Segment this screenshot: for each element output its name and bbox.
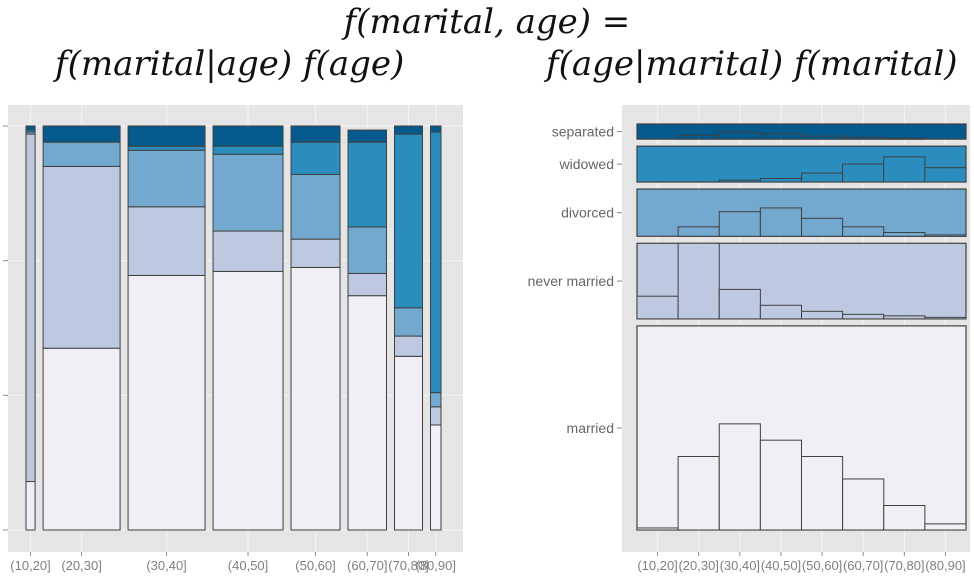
hist-bar-separated-2 [718,131,761,140]
left-x-label: (70,80] [388,558,428,573]
hist-bar-married-4 [801,456,844,531]
mosaic-cell-divorced-5 [347,226,388,274]
hist-bar-married-1 [677,456,720,531]
hist-bar-never-married-0 [636,295,679,320]
row-label-separated: separated [552,124,614,140]
hist-bar-divorced-4 [801,217,844,237]
hist-bar-separated-1 [677,134,720,140]
row-label-widowed: widowed [559,156,614,172]
equation-top: f(marital, age) = [343,2,631,42]
left-x-label: (50,60] [295,558,335,573]
row-label-never-married: never married [528,273,614,289]
mosaic-cell-divorced-6 [394,307,424,337]
hist-bar-never-married-3 [759,304,802,320]
hist-bar-married-3 [759,439,802,531]
right-x-label: (20,30] [678,558,718,573]
hist-bar-divorced-7 [924,234,967,237]
right-x-label: (60,70] [843,558,883,573]
hist-bar-widowed-5 [842,163,885,183]
mosaic-cell-married-0 [25,481,36,531]
hist-bar-divorced-3 [759,207,802,237]
mosaic-cell-married-3 [212,270,284,531]
mosaic-cell-divorced-4 [290,173,341,240]
mosaic-cell-married-4 [290,266,341,531]
hist-bar-widowed-4 [801,172,844,183]
left-x-label: (60,70] [347,558,387,573]
mosaic-cell-never-married-5 [347,272,388,297]
mosaic-cell-separated-5 [347,129,388,143]
right-histogram-panel: separated widowed divorced never married mar… [528,105,970,573]
mosaic-cell-never-married-1 [42,165,121,349]
mosaic-cell-married-2 [127,274,206,531]
hist-bar-separated-5 [842,136,885,140]
mosaic-cell-widowed-3 [212,145,284,155]
left-mosaic-panel: (10,20] (20,30] (30,40] (40,50] (50,60] (60,7… [3,105,463,573]
mosaic-cell-married-1 [42,347,121,531]
left-x-label: (10,20] [10,558,50,573]
left-x-label: (30,40] [146,558,186,573]
equation-right: f(age|marital) f(marital) [546,44,958,84]
mosaic-cell-separated-2 [127,125,206,147]
mosaic-cell-widowed-5 [347,141,388,228]
hist-bar-never-married-5 [842,313,885,320]
hist-bar-widowed-6 [883,156,926,183]
hist-bar-divorced-1 [677,226,720,237]
mosaic-cell-married-5 [347,295,388,531]
mosaic-cell-widowed-6 [394,133,424,309]
mosaic-cell-widowed-2 [127,145,206,151]
hist-bar-divorced-6 [883,232,926,237]
hist-bar-divorced-5 [842,226,885,237]
right-x-label: (50,60] [802,558,842,573]
mosaic-cell-never-married-7 [430,406,442,426]
mosaic-cell-never-married-2 [127,206,206,276]
hist-bar-never-married-1 [677,242,720,320]
right-x-label: (40,50] [761,558,801,573]
mosaic-cell-separated-1 [42,125,121,143]
left-x-label: (80,90] [416,558,456,573]
hist-bar-never-married-4 [801,310,844,320]
mosaic-cell-separated-6 [394,125,424,135]
right-x-label: (70,80] [884,558,924,573]
right-x-label: (10,20] [637,558,677,573]
left-x-label: (40,50] [228,558,268,573]
mosaic-cell-never-married-3 [212,230,284,272]
mosaic-cell-separated-7 [430,125,442,133]
mosaic-cell-married-7 [430,424,442,531]
row-label-married: married [567,420,614,436]
hist-bar-never-married-2 [718,288,761,320]
hist-bar-widowed-7 [924,167,967,183]
equation-left: f(marital|age) f(age) [55,44,405,84]
mosaic-cell-never-married-6 [394,335,424,357]
hist-bar-married-7 [924,523,967,531]
hist-bar-separated-6 [883,137,926,140]
hist-bar-widowed-2 [718,179,761,183]
right-x-label: (80,90] [925,558,965,573]
mosaic-cell-widowed-7 [430,131,442,394]
hist-bar-married-5 [842,478,885,531]
mosaic-cell-divorced-1 [42,141,121,167]
mosaic-cell-widowed-4 [290,141,341,175]
mosaic-cell-separated-0 [25,125,36,131]
hist-bar-never-married-7 [924,316,967,320]
mosaic-cell-separated-3 [212,125,284,147]
mosaic-cell-married-6 [394,355,424,531]
mosaic-cell-never-married-0 [25,133,36,483]
hist-bar-separated-3 [759,133,802,140]
hist-bar-married-0 [636,527,679,531]
row-label-divorced: divorced [561,205,614,221]
hist-bar-married-6 [883,505,926,531]
hist-bar-separated-4 [801,135,844,140]
hist-bar-married-2 [718,423,761,531]
mosaic-cell-divorced-3 [212,153,284,232]
right-x-label: (30,40] [720,558,760,573]
hist-bar-widowed-3 [759,177,802,183]
mosaic-cell-divorced-2 [127,149,206,208]
mosaic-cell-divorced-7 [430,392,442,408]
mosaic-cell-separated-4 [290,125,341,143]
hist-bar-never-married-6 [883,315,926,320]
mosaic-cell-never-married-4 [290,238,341,268]
left-x-label: (20,30] [61,558,101,573]
hist-bar-divorced-2 [718,211,761,237]
